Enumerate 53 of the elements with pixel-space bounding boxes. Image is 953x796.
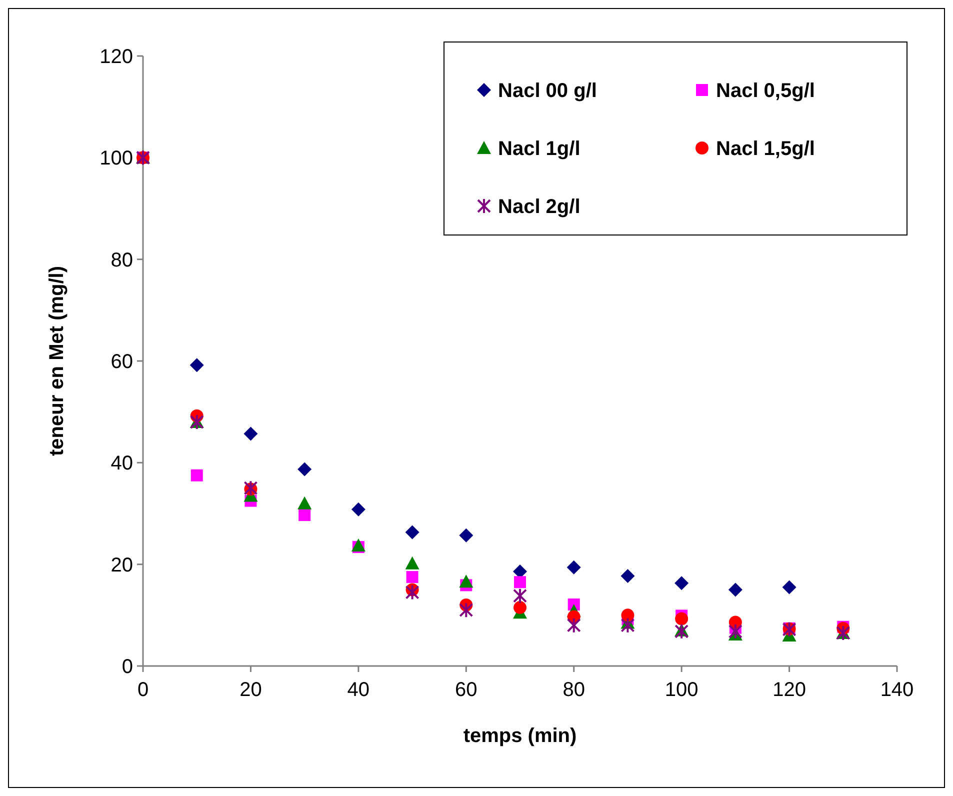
point xyxy=(620,569,635,584)
y-tick-label: 40 xyxy=(110,452,133,475)
point xyxy=(405,584,420,600)
point xyxy=(406,571,418,584)
point xyxy=(351,502,366,516)
point xyxy=(675,612,688,626)
point xyxy=(190,469,203,482)
y-tick-label: 0 xyxy=(122,656,133,678)
point xyxy=(513,564,527,578)
legend-label: Nacl 0,5g/l xyxy=(716,80,815,102)
point xyxy=(459,602,474,618)
point xyxy=(782,580,796,594)
legend-label: Nacl 00 g/l xyxy=(498,80,597,102)
point xyxy=(459,574,474,588)
y-tick-label: 80 xyxy=(110,249,133,272)
point xyxy=(244,480,258,496)
point xyxy=(405,556,420,570)
point xyxy=(513,588,527,604)
x-tick-label: 60 xyxy=(455,679,478,701)
point xyxy=(566,617,581,634)
y-tick-label: 100 xyxy=(100,148,133,170)
legend-label: Nacl 1g/l xyxy=(498,138,580,160)
x-tick-label: 40 xyxy=(347,679,370,701)
point xyxy=(621,608,634,622)
point xyxy=(351,538,366,552)
x-tick-label: 20 xyxy=(240,679,262,701)
x-tick-label: 80 xyxy=(562,679,585,701)
x-axis-title: temps (min) xyxy=(463,725,577,747)
legend-label: Nacl 1,5g/l xyxy=(716,138,815,160)
point xyxy=(566,560,581,574)
point xyxy=(514,601,526,614)
point xyxy=(298,496,312,510)
point xyxy=(298,462,312,476)
point xyxy=(244,426,258,441)
y-axis-title: teneur en Met (mg/l) xyxy=(46,266,68,456)
point xyxy=(728,582,742,597)
y-tick-label: 20 xyxy=(110,554,133,576)
x-tick-label: 120 xyxy=(772,679,806,701)
y-tick-label: 60 xyxy=(110,351,133,373)
x-tick-label: 140 xyxy=(880,679,914,701)
point xyxy=(459,528,474,542)
point xyxy=(674,576,689,590)
legend-label: Nacl 2g/l xyxy=(498,196,580,218)
x-tick-label: 0 xyxy=(137,679,149,701)
point xyxy=(190,358,204,372)
point xyxy=(514,576,526,588)
y-tick-label: 120 xyxy=(100,46,133,68)
point xyxy=(674,623,689,640)
point xyxy=(728,623,742,640)
point xyxy=(405,525,420,540)
point xyxy=(298,509,311,522)
x-tick-label: 100 xyxy=(664,679,698,701)
point xyxy=(620,617,635,634)
